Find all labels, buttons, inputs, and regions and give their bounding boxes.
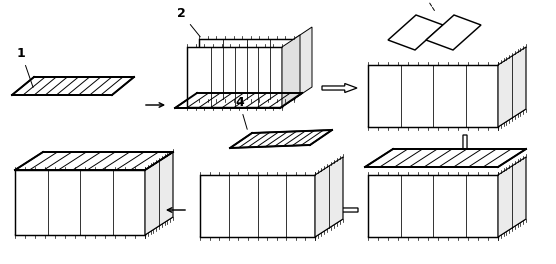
Polygon shape [323, 205, 358, 214]
Polygon shape [426, 15, 481, 50]
Polygon shape [175, 93, 302, 108]
Polygon shape [498, 47, 526, 127]
Bar [368, 65, 498, 127]
Text: 3: 3 [418, 0, 434, 11]
Bar [200, 175, 315, 237]
Polygon shape [15, 217, 173, 235]
Polygon shape [282, 35, 300, 107]
Polygon shape [460, 135, 469, 158]
Polygon shape [498, 157, 526, 237]
Bar [187, 47, 282, 107]
Bar [15, 170, 145, 235]
Polygon shape [315, 157, 343, 237]
Text: 4: 4 [235, 96, 247, 129]
Polygon shape [322, 83, 357, 92]
Polygon shape [368, 219, 526, 237]
Text: 2: 2 [177, 7, 200, 37]
Polygon shape [200, 219, 343, 237]
Polygon shape [388, 15, 443, 50]
Bar [368, 175, 498, 237]
Polygon shape [365, 149, 526, 167]
Polygon shape [15, 152, 173, 170]
Text: 1: 1 [17, 47, 33, 87]
Polygon shape [230, 130, 332, 148]
Polygon shape [145, 152, 173, 235]
Bar [199, 39, 294, 99]
Polygon shape [12, 77, 134, 95]
Polygon shape [294, 27, 312, 99]
Polygon shape [368, 109, 526, 127]
